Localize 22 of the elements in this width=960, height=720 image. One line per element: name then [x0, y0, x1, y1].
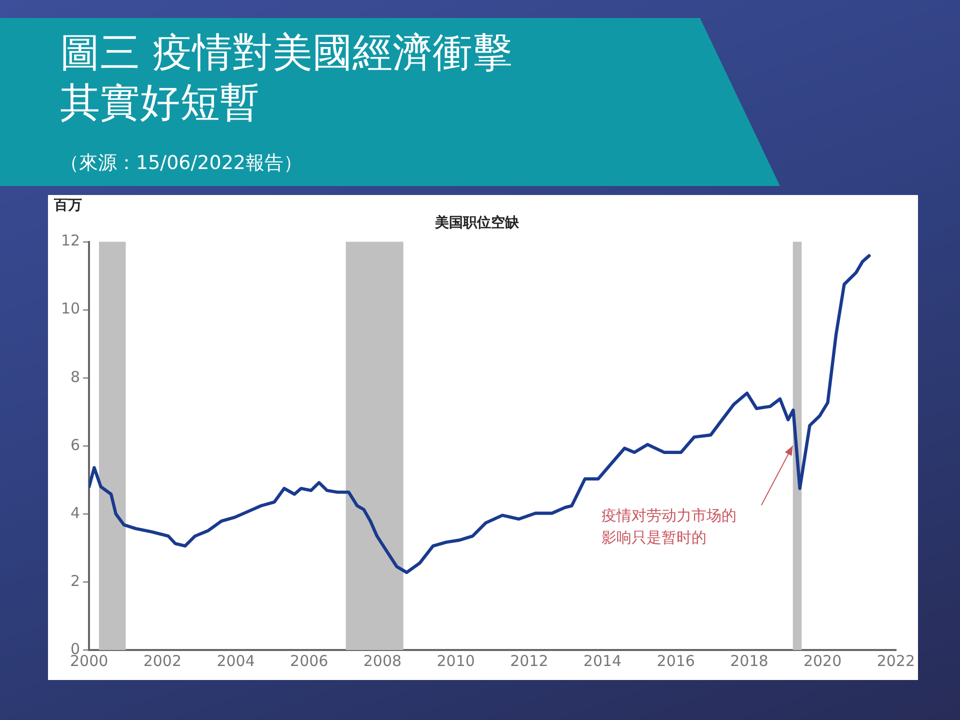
- x-tick-label: 2018: [730, 652, 768, 670]
- chart-subtitle: 美国职位空缺: [434, 214, 520, 232]
- x-tick-label: 2008: [363, 652, 402, 670]
- y-tick-label: 2: [70, 572, 80, 590]
- x-tick-label: 2020: [803, 652, 842, 670]
- x-tick-label: 2004: [216, 652, 255, 670]
- text: （來源：15/06/2022報告）: [60, 151, 303, 176]
- x-tick-label: 2002: [143, 652, 182, 670]
- x-tick-label: 2016: [656, 652, 695, 670]
- y-tick-label: 8: [70, 368, 80, 386]
- y-tick-label: 6: [70, 436, 80, 454]
- x-tick-label: 2014: [583, 652, 622, 670]
- y-axis-title: 百万: [53, 198, 82, 214]
- x-tick-label: 2006: [290, 652, 328, 670]
- x-tick-label: 2010: [436, 652, 475, 670]
- y-tick-label: 4: [70, 504, 80, 522]
- x-tick-label: 2022: [876, 652, 916, 670]
- chart-title: 圖三 疫情對美國經濟衝擊其實好短暫: [60, 29, 514, 128]
- x-tick-label: 2012: [510, 652, 548, 670]
- y-tick-label: 10: [60, 300, 80, 318]
- y-tick-label: 12: [60, 232, 80, 250]
- annotation: 疫情对劳动力市场的影响只是暂时的: [601, 506, 736, 547]
